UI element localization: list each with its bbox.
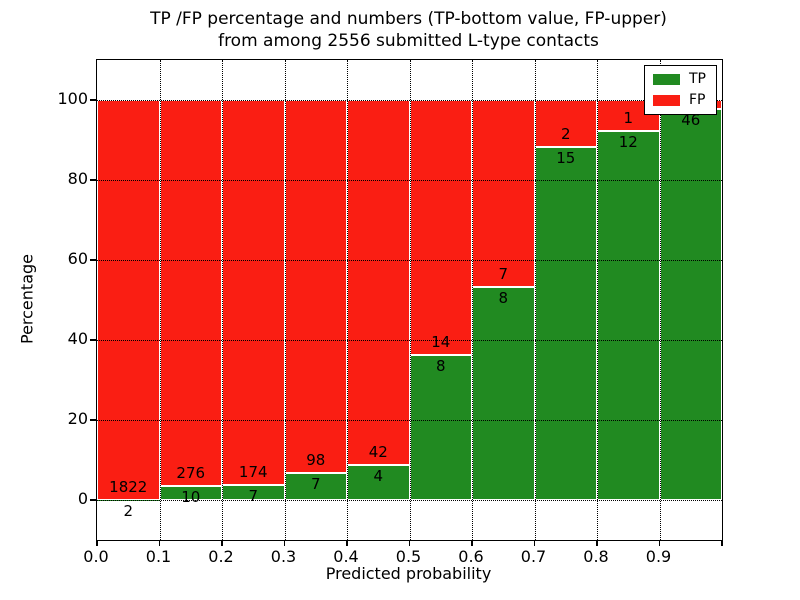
v-gridline [284, 60, 286, 540]
fp-count-label: 1822 [109, 477, 148, 496]
y-tick-label: 20 [67, 409, 88, 428]
y-tick-mark [90, 259, 96, 261]
tp-legend-swatch [653, 74, 680, 85]
tp-count-label: 15 [556, 149, 576, 168]
v-gridline [347, 60, 348, 540]
fp-bar-segment [409, 100, 472, 355]
x-tick-mark [721, 540, 723, 546]
fp-count-label: 2 [560, 125, 571, 144]
x-tick-label: 0.3 [270, 547, 297, 566]
tp-count-label: 7 [248, 486, 259, 505]
legend: TP FP [644, 65, 717, 115]
v-gridline [534, 60, 536, 540]
fp-bar-segment [97, 100, 160, 500]
y-tick-mark [90, 499, 96, 501]
x-tick-mark [596, 540, 598, 546]
tp-count-label: 7 [310, 475, 321, 494]
plot-area: 1822 2 276 10 174 7 98 7 42 4 14 8 7 8 2 15 1 12 46 [96, 59, 723, 541]
fp-count-label: 1 [623, 108, 634, 127]
chart-title: TP /FP percentage and numbers (TP-bottom… [96, 8, 721, 52]
x-tick-label: 0.7 [520, 547, 547, 566]
x-tick-mark [221, 540, 223, 546]
x-tick-mark [658, 540, 660, 546]
v-gridline [597, 60, 598, 540]
tp-count-label: 10 [181, 488, 201, 506]
v-gridline [659, 60, 661, 540]
x-tick-mark [283, 540, 285, 546]
y-tick-label: 40 [67, 329, 88, 348]
x-tick-mark [471, 540, 473, 546]
x-tick-mark [408, 540, 410, 546]
y-tick-label: 80 [67, 169, 88, 188]
v-gridline [472, 60, 473, 540]
tp-count-label: 4 [373, 467, 384, 486]
fp-count-label: 14 [431, 332, 451, 351]
v-gridline [159, 60, 161, 540]
fp-count-label: 276 [176, 464, 206, 482]
tp-bar-segment [284, 473, 347, 500]
fp-bar-segment [284, 100, 347, 474]
fp-count-label: 7 [498, 264, 509, 283]
fp-count-label: 174 [238, 462, 268, 481]
tp-count-label: 8 [498, 288, 509, 307]
legend-entry: FP [653, 93, 706, 108]
v-gridline [222, 60, 223, 540]
x-tick-mark [96, 540, 98, 546]
fp-bar-segment [222, 100, 285, 485]
fp-bar-segment [347, 100, 410, 466]
y-tick-mark [90, 339, 96, 341]
x-tick-mark [533, 540, 535, 546]
fp-count-label: 42 [368, 443, 388, 462]
x-axis-label: Predicted probability [325, 564, 492, 583]
tp-count-label: 46 [681, 110, 701, 129]
y-tick-label: 0 [77, 489, 88, 508]
x-tick-label: 0.0 [83, 547, 109, 566]
x-tick-label: 0.5 [395, 547, 422, 566]
legend-entry-label: TP [689, 71, 706, 87]
chart-title-line1: TP /FP percentage and numbers (TP-bottom… [150, 9, 667, 29]
x-tick-label: 0.6 [458, 547, 484, 566]
fp-count-label: 98 [306, 451, 326, 470]
x-tick-label: 0.4 [333, 547, 359, 566]
tp-bar-segment [534, 147, 597, 500]
tp-bar-segment [409, 354, 472, 500]
tp-bar-segment [472, 286, 535, 500]
tp-count-label: 12 [618, 132, 638, 151]
x-tick-mark [346, 540, 348, 546]
chart-title-line2: from among 2556 submitted L-type contact… [218, 31, 599, 51]
x-tick-label: 0.2 [208, 547, 234, 566]
y-tick-mark [90, 179, 96, 181]
tp-bar-segment [347, 465, 410, 500]
v-gridline [409, 60, 411, 540]
fp-bar-segment [159, 100, 222, 486]
x-tick-label: 0.8 [583, 547, 609, 566]
x-tick-label: 0.9 [645, 547, 672, 566]
legend-entry-label: FP [689, 92, 706, 108]
tp-count-label: 2 [123, 501, 134, 520]
tp-bar-segment [597, 130, 660, 500]
y-tick-label: 60 [67, 249, 88, 268]
tp-count-label: 8 [435, 356, 446, 375]
legend-entry: TP [653, 72, 706, 87]
y-tick-label: 100 [57, 89, 88, 108]
tp-bar-segment [659, 108, 722, 500]
x-tick-label: 0.1 [145, 547, 172, 566]
y-tick-mark [90, 99, 96, 101]
fp-bar-segment [472, 100, 535, 287]
y-tick-mark [90, 419, 96, 421]
fp-legend-swatch [653, 95, 680, 106]
x-tick-mark [158, 540, 160, 546]
